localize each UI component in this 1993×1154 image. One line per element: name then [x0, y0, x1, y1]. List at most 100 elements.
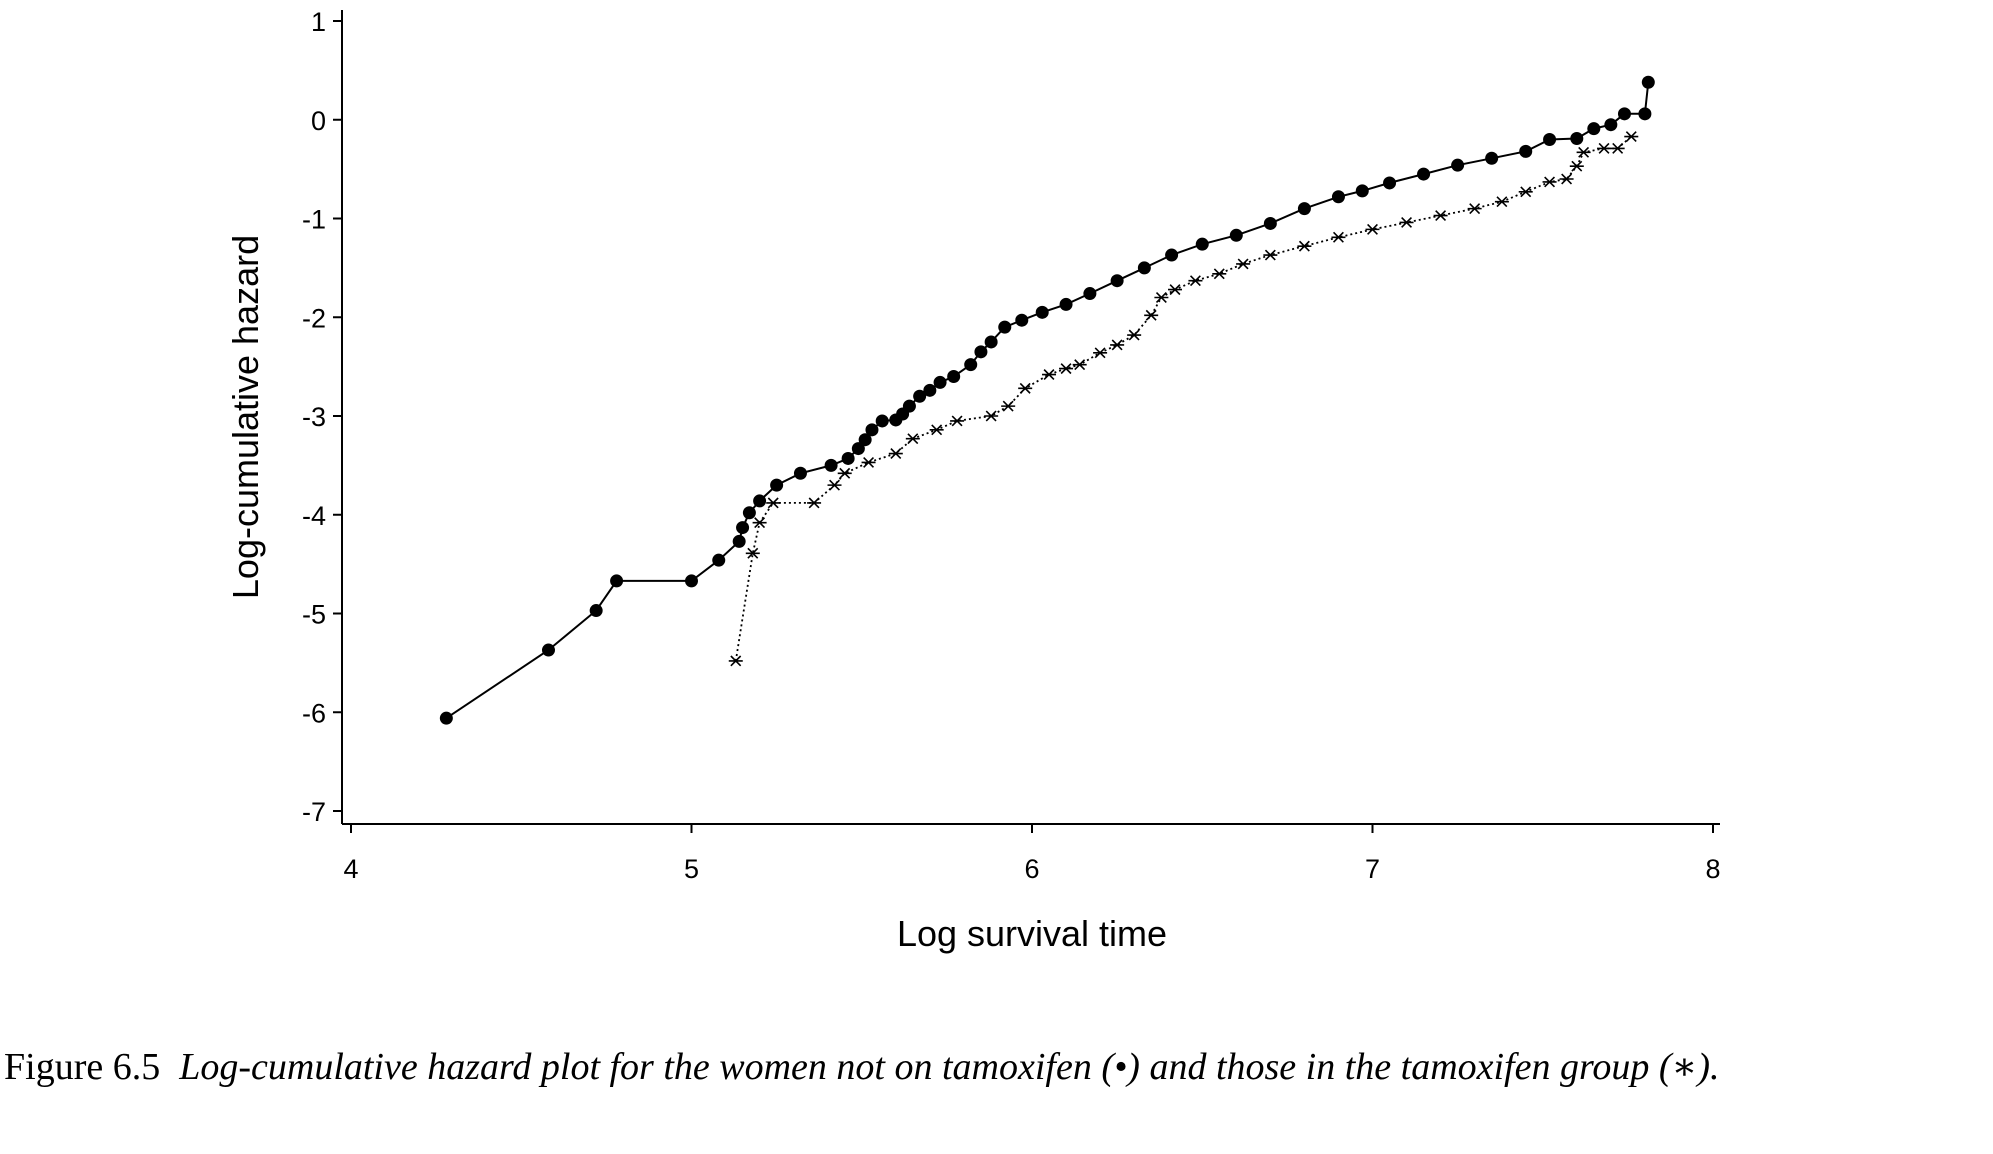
- data-point: [439, 711, 453, 725]
- data-point: [742, 506, 756, 520]
- data-point: [1576, 146, 1591, 158]
- data-point: [745, 547, 760, 559]
- data-point: [807, 497, 822, 509]
- data-point: [1072, 359, 1087, 371]
- data-point: [1015, 313, 1029, 327]
- data-point: [1587, 122, 1601, 136]
- series-2: [728, 131, 1639, 667]
- data-point: [732, 534, 746, 548]
- y-tick-label: 1: [311, 7, 326, 37]
- data-point: [1494, 196, 1509, 208]
- data-point: [1355, 184, 1369, 198]
- y-tick-label: 0: [311, 106, 326, 136]
- data-point: [1451, 158, 1465, 172]
- chart: 1 0 -1 -2 -3 -4 -5 -6 -7 4 5 6 7 8 Log survival time…: [225, 7, 1721, 954]
- data-point: [1188, 275, 1203, 287]
- data-point: [1154, 292, 1169, 303]
- data-point: [964, 358, 978, 372]
- data-point: [736, 521, 750, 535]
- data-point: [1168, 284, 1183, 296]
- data-point: [1110, 274, 1124, 288]
- data-point: [998, 320, 1012, 334]
- data-point: [875, 414, 889, 428]
- series-layer: [439, 75, 1655, 725]
- data-point: [1059, 363, 1074, 375]
- data-point: [974, 345, 988, 359]
- data-point: [1417, 167, 1431, 181]
- x-tick-label: 8: [1705, 854, 1720, 884]
- x-tick-label: 5: [684, 854, 699, 884]
- data-point: [1127, 329, 1142, 341]
- y-tick-label: -1: [302, 205, 326, 235]
- data-point: [1518, 186, 1533, 198]
- data-point: [1638, 107, 1652, 121]
- data-point: [1399, 216, 1414, 228]
- data-point: [1383, 176, 1397, 190]
- data-point: [1144, 309, 1159, 321]
- y-axis-title: Log-cumulative hazard: [225, 235, 266, 599]
- data-point: [1297, 202, 1311, 216]
- data-point: [1604, 118, 1618, 132]
- data-point: [1543, 133, 1557, 146]
- data-point: [888, 448, 903, 459]
- x-tick-label: 7: [1365, 854, 1380, 884]
- data-point: [1641, 75, 1655, 89]
- data-point: [1433, 210, 1448, 222]
- data-point: [851, 442, 865, 456]
- data-point: [752, 517, 767, 529]
- data-point: [984, 335, 998, 349]
- data-point: [770, 478, 784, 492]
- data-point: [1059, 297, 1073, 311]
- data-point: [1212, 268, 1227, 280]
- data-point: [728, 655, 743, 667]
- data-point: [712, 553, 726, 567]
- data-point: [1236, 258, 1251, 270]
- data-point: [1610, 142, 1625, 154]
- series-1: [439, 75, 1655, 725]
- data-point: [1569, 160, 1584, 172]
- data-point: [1018, 382, 1033, 394]
- data-point: [865, 423, 879, 437]
- y-tick-label: -4: [302, 501, 326, 531]
- data-point: [1331, 231, 1346, 243]
- y-tick-label: -5: [302, 600, 326, 630]
- data-point: [1617, 107, 1631, 121]
- data-point: [685, 574, 698, 588]
- data-point: [1559, 173, 1574, 185]
- data-point: [841, 451, 855, 465]
- data-point: [1597, 142, 1612, 154]
- data-point: [1542, 176, 1557, 188]
- data-point: [1263, 216, 1277, 230]
- data-point: [1519, 144, 1533, 158]
- data-point: [902, 399, 916, 413]
- data-point: [824, 458, 838, 472]
- axes: [341, 10, 1720, 825]
- data-point: [1195, 237, 1209, 251]
- data-point: [1035, 305, 1049, 319]
- data-point: [1093, 347, 1108, 359]
- y-tick-label: -2: [302, 303, 326, 333]
- data-point: [984, 410, 999, 422]
- y-ticks: 1 0 -1 -2 -3 -4 -5 -6 -7: [302, 7, 342, 827]
- data-point: [947, 370, 961, 383]
- data-point: [1165, 248, 1179, 262]
- data-point: [905, 433, 920, 445]
- data-point: [766, 497, 781, 509]
- data-point: [1042, 369, 1057, 380]
- data-point: [1001, 400, 1016, 412]
- data-point: [610, 574, 624, 588]
- data-point: [933, 375, 947, 389]
- x-axis-title: Log survival time: [897, 913, 1167, 954]
- x-tick-label: 6: [1024, 854, 1039, 884]
- data-point: [793, 466, 807, 480]
- caption-text: Log-cumulative hazard plot for the women…: [179, 1046, 1720, 1088]
- data-point: [589, 604, 603, 618]
- data-point: [1083, 287, 1097, 301]
- y-tick-label: -6: [302, 698, 326, 728]
- x-ticks: 4 5 6 7 8: [343, 824, 1721, 884]
- data-point: [837, 467, 852, 479]
- data-point: [541, 643, 555, 657]
- data-point: [1331, 190, 1345, 204]
- data-point: [923, 383, 937, 397]
- x-tick-label: 4: [343, 854, 358, 884]
